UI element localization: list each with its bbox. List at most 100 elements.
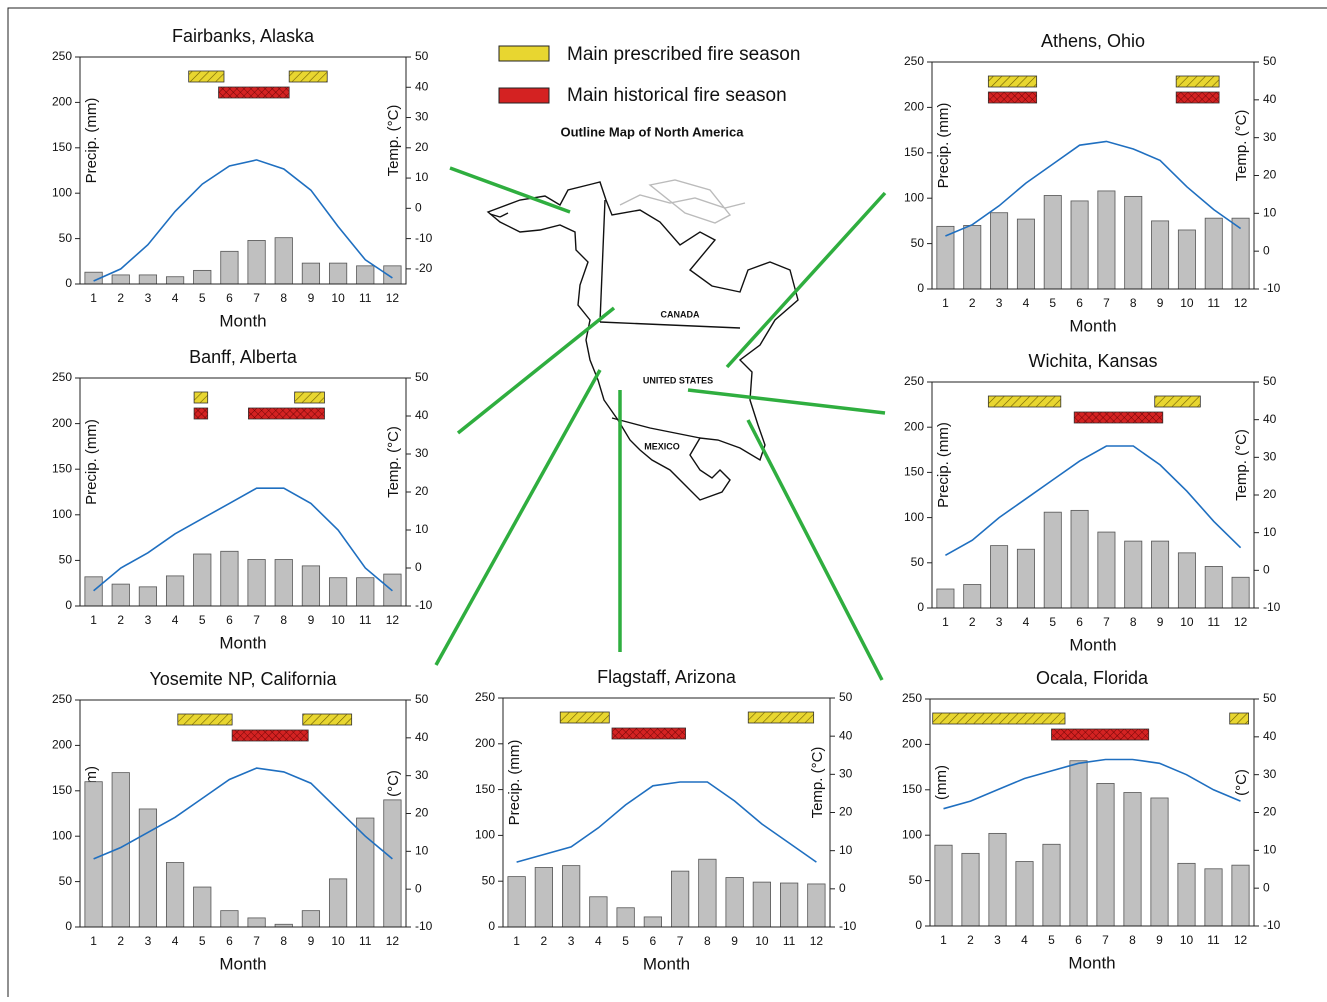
x-tick-label: 8 bbox=[280, 934, 287, 948]
x-tick-label: 12 bbox=[1234, 933, 1248, 947]
x-tick-label: 10 bbox=[331, 291, 345, 305]
precip-bar bbox=[1070, 509, 1089, 609]
precip-bar bbox=[1231, 576, 1250, 609]
plot-frame bbox=[931, 61, 1255, 290]
x-tick-label: 5 bbox=[1048, 933, 1055, 947]
y2-tick-label: 10 bbox=[839, 843, 853, 857]
precip-bar bbox=[1042, 843, 1061, 927]
x-tick-label: 1 bbox=[90, 613, 97, 627]
precip-bar bbox=[963, 584, 982, 609]
x-tick-label: 2 bbox=[967, 933, 974, 947]
y-tick-label: 50 bbox=[909, 873, 923, 887]
precip-bar bbox=[725, 877, 744, 928]
precip-bar bbox=[936, 588, 955, 609]
precip-bar bbox=[111, 274, 130, 285]
precip-bar bbox=[274, 237, 293, 285]
x-tick-label: 3 bbox=[994, 933, 1001, 947]
plot-frame bbox=[502, 697, 831, 928]
x-axis-label: Month bbox=[1069, 316, 1116, 335]
y2-tick-label: 50 bbox=[1263, 691, 1277, 705]
y-tick-label: 250 bbox=[52, 49, 72, 63]
x-tick-label: 12 bbox=[386, 291, 400, 305]
y2-tick-label: 30 bbox=[415, 446, 429, 460]
historical-fire-pattern bbox=[248, 408, 325, 419]
y2-tick-label: -10 bbox=[1263, 600, 1281, 614]
precip-bar bbox=[328, 262, 348, 285]
prescribed-fire-pattern bbox=[988, 76, 1037, 87]
prescribed-fire-pattern bbox=[294, 392, 325, 403]
x-tick-label: 11 bbox=[1207, 933, 1220, 947]
y2-tick-label: 0 bbox=[415, 560, 422, 574]
y2-tick-label: 20 bbox=[1263, 168, 1277, 182]
precip-bar bbox=[1204, 217, 1223, 290]
precip-bar bbox=[328, 878, 348, 928]
y2-tick-label: 50 bbox=[415, 370, 429, 384]
x-tick-label: 10 bbox=[1180, 933, 1194, 947]
y2-tick-label: -10 bbox=[1263, 281, 1281, 295]
precip-bar bbox=[383, 265, 402, 285]
y2-tick-label: 10 bbox=[415, 170, 429, 184]
x-tick-label: 5 bbox=[1049, 615, 1056, 629]
y-tick-label: 50 bbox=[59, 231, 73, 245]
temperature-line bbox=[516, 781, 817, 863]
prescribed-fire-pattern bbox=[932, 713, 1065, 724]
y-tick-label: 100 bbox=[52, 828, 72, 842]
precip-bar bbox=[220, 250, 239, 285]
precip-bar bbox=[934, 844, 953, 927]
prescribed-fire-pattern bbox=[188, 71, 224, 82]
x-tick-label: 11 bbox=[783, 934, 796, 948]
precip-bar bbox=[84, 576, 103, 607]
x-tick-label: 11 bbox=[1208, 615, 1221, 629]
y-tick-label: 250 bbox=[904, 54, 924, 68]
historical-fire-pattern bbox=[218, 87, 290, 98]
x-tick-label: 3 bbox=[996, 615, 1003, 629]
temperature-line bbox=[943, 758, 1241, 810]
precip-bar bbox=[1150, 797, 1169, 927]
y2-tick-label: 50 bbox=[1263, 54, 1277, 68]
y2-tick-label: 40 bbox=[415, 730, 429, 744]
precip-bar bbox=[1016, 548, 1035, 609]
x-tick-label: 9 bbox=[1157, 296, 1164, 310]
y-tick-label: 100 bbox=[902, 827, 922, 841]
x-tick-label: 7 bbox=[1102, 933, 1109, 947]
y2-axis-label: Temp. (°C) bbox=[809, 747, 826, 819]
y-axis-label: Precip. (mm) bbox=[935, 422, 952, 508]
x-tick-label: 6 bbox=[1076, 296, 1083, 310]
y2-tick-label: -10 bbox=[1263, 918, 1281, 932]
x-tick-label: 7 bbox=[253, 934, 260, 948]
precip-bar bbox=[643, 916, 662, 928]
precip-bar bbox=[328, 577, 348, 607]
x-tick-label: 3 bbox=[145, 291, 152, 305]
x-tick-label: 12 bbox=[386, 934, 400, 948]
precip-bar bbox=[383, 799, 402, 928]
historical-fire-pattern bbox=[988, 92, 1037, 103]
precip-bar bbox=[165, 862, 185, 928]
legend-label: Main prescribed fire season bbox=[567, 44, 800, 65]
y2-tick-label: 50 bbox=[839, 690, 853, 704]
y-axis-label: Precip. (mm) bbox=[935, 103, 952, 189]
x-tick-label: 9 bbox=[308, 291, 315, 305]
y2-tick-label: 30 bbox=[839, 767, 853, 781]
precip-bar bbox=[165, 276, 185, 285]
precip-bar bbox=[1069, 760, 1088, 927]
x-tick-label: 6 bbox=[226, 934, 233, 948]
plot-frame bbox=[929, 698, 1255, 927]
y2-tick-label: 50 bbox=[1263, 374, 1277, 388]
precip-bar bbox=[301, 262, 321, 285]
temperature-line bbox=[945, 140, 1242, 237]
x-tick-label: 8 bbox=[280, 613, 287, 627]
y2-tick-label: 0 bbox=[1263, 243, 1270, 257]
y2-tick-label: 10 bbox=[1263, 206, 1277, 220]
y-tick-label: 50 bbox=[911, 236, 925, 250]
x-tick-label: 7 bbox=[253, 291, 260, 305]
y-tick-label: 50 bbox=[482, 873, 496, 887]
x-tick-label: 8 bbox=[1130, 615, 1137, 629]
x-tick-label: 6 bbox=[226, 291, 233, 305]
x-tick-label: 6 bbox=[226, 613, 233, 627]
historical-fire-pattern bbox=[1176, 92, 1220, 103]
y2-tick-label: -10 bbox=[415, 919, 433, 933]
x-axis-label: Month bbox=[219, 633, 266, 652]
legend-swatch bbox=[498, 45, 550, 62]
y2-tick-label: 40 bbox=[839, 728, 853, 742]
x-axis-label: Month bbox=[1068, 953, 1115, 972]
